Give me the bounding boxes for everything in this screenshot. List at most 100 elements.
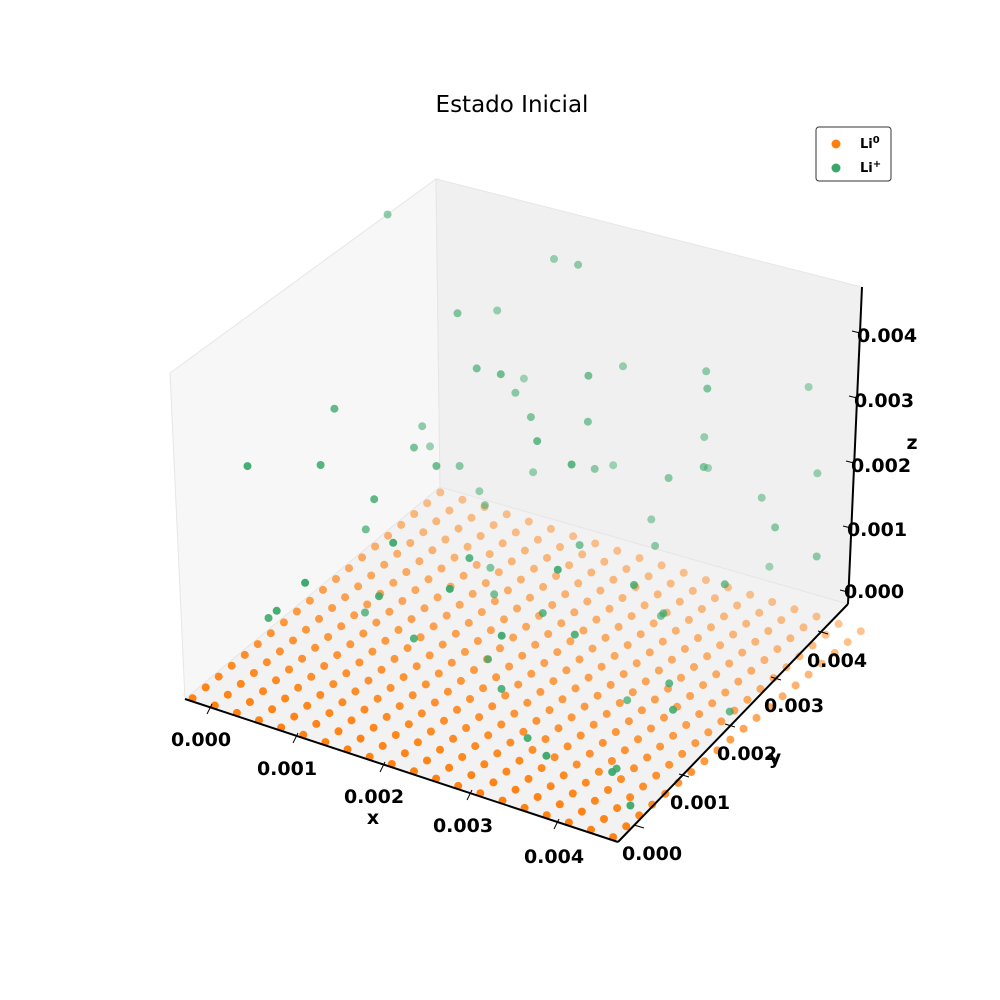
li0-point <box>506 738 515 747</box>
li0-point <box>581 778 590 787</box>
li0-point <box>479 684 488 693</box>
y-tick-label-1: 0.001 <box>670 792 730 814</box>
li0-point <box>544 630 553 638</box>
li0-point <box>656 742 665 751</box>
liplus-point <box>590 464 599 473</box>
y-tick-label-0: 0.000 <box>622 843 682 865</box>
li0-point <box>399 673 408 682</box>
li0-point <box>628 688 637 697</box>
li0-point <box>546 524 555 533</box>
liplus-point <box>570 630 579 639</box>
li0-point <box>386 683 395 692</box>
li0-point <box>617 775 625 784</box>
li0-point <box>611 728 620 736</box>
y-tick-2 <box>724 723 736 728</box>
li0-point <box>346 640 355 649</box>
z-tick-label-0: 0.000 <box>844 581 904 603</box>
li0-point <box>492 673 501 682</box>
liplus-point <box>550 255 558 263</box>
li0-point <box>507 557 516 566</box>
li0-point <box>566 637 575 646</box>
liplus-point <box>418 422 427 431</box>
li0-point <box>657 561 666 570</box>
li0-point <box>615 699 624 707</box>
li0-point <box>675 597 684 606</box>
liplus-point <box>361 608 369 617</box>
liplus-point <box>410 443 418 452</box>
x-tick-0 <box>206 703 213 715</box>
li0-point <box>490 597 499 606</box>
x-tick-2 <box>379 761 386 773</box>
li0-point <box>686 692 695 700</box>
legend-marker-liplus <box>831 163 841 173</box>
li0-point <box>488 702 497 711</box>
liplus-point <box>771 523 780 532</box>
li0-point <box>589 720 598 729</box>
li0-point <box>315 614 323 623</box>
li0-point <box>473 637 482 645</box>
li0-point <box>345 564 353 573</box>
li0-point <box>756 684 765 693</box>
li0-point <box>437 564 446 573</box>
li0-point <box>411 586 420 595</box>
li0-point <box>738 648 747 657</box>
li0-point <box>514 680 523 689</box>
x-tick-label-2: 0.002 <box>344 786 404 808</box>
li0-point <box>430 698 439 707</box>
li0-point <box>596 586 605 595</box>
z-tick-label-2: 0.002 <box>851 455 911 477</box>
li0-point <box>463 542 472 551</box>
li0-point <box>455 600 464 609</box>
li0-point <box>394 625 403 634</box>
li0-point <box>760 656 769 664</box>
liplus-point <box>480 501 489 510</box>
li0-point <box>303 701 312 710</box>
li0-point <box>540 659 549 667</box>
li0-point <box>688 586 697 595</box>
chart-title: Estado Inicial <box>436 92 589 118</box>
li0-point <box>338 698 347 707</box>
y-axis-line <box>617 603 849 843</box>
li0-point <box>404 720 413 729</box>
li0-point <box>751 637 760 646</box>
li0-point <box>649 619 658 628</box>
li0-point <box>580 702 589 711</box>
li0-point <box>259 687 267 696</box>
li0-point <box>592 615 601 624</box>
liplus-point <box>703 384 712 393</box>
li0-point <box>600 557 609 566</box>
li0-point <box>594 767 603 776</box>
li0-point <box>442 611 451 620</box>
li0-point <box>358 553 367 562</box>
li0-point <box>528 745 537 754</box>
li0-point <box>614 622 623 631</box>
y-tick-label-2: 0.002 <box>717 743 777 765</box>
li0-point <box>436 745 444 754</box>
li0-point <box>390 654 399 663</box>
li0-point <box>690 663 698 671</box>
li0-point <box>856 627 865 636</box>
li0-point <box>632 659 641 668</box>
li0-point <box>691 739 700 748</box>
li0-point <box>515 756 524 765</box>
li0-point <box>364 676 373 685</box>
li0-point <box>561 590 570 599</box>
li0-point <box>341 593 350 602</box>
li0-point <box>716 641 725 650</box>
legend-label-li0: Li0 <box>860 135 880 152</box>
li0-point <box>584 673 593 682</box>
li0-point <box>328 604 337 612</box>
li0-point <box>834 619 843 628</box>
li0-point <box>593 691 602 700</box>
y-tick-0 <box>633 824 645 829</box>
li0-point <box>786 634 795 643</box>
li0-point <box>262 658 271 667</box>
li0-point <box>289 636 297 645</box>
li0-point <box>518 651 527 660</box>
li0-point <box>434 669 443 678</box>
li0-point <box>604 786 612 794</box>
li0-point <box>694 634 702 642</box>
li0-point <box>311 643 320 652</box>
li0-point <box>704 728 713 737</box>
